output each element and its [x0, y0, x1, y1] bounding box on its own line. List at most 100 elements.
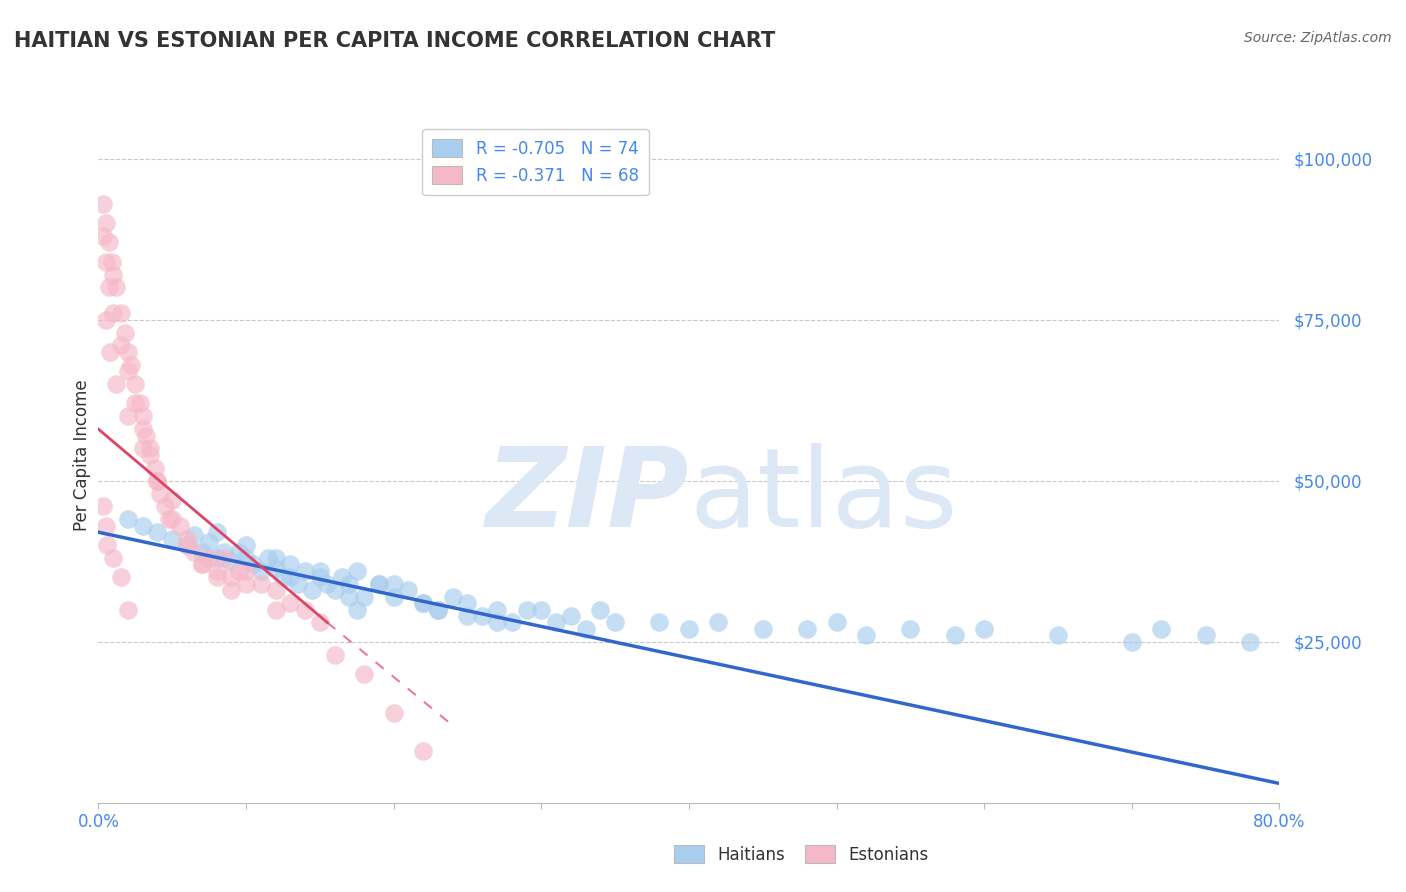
Point: [278, 596, 302, 610]
Point: [294, 564, 316, 578]
Point: [103, 551, 125, 566]
Point: [103, 306, 125, 320]
Point: [103, 268, 125, 282]
Point: [228, 544, 250, 558]
Point: [943, 628, 966, 642]
Point: [219, 554, 242, 568]
Point: [212, 544, 235, 558]
Point: [146, 474, 169, 488]
Point: [146, 525, 169, 540]
Point: [605, 615, 627, 630]
Point: [191, 558, 214, 572]
Point: [120, 358, 142, 372]
Point: [139, 442, 162, 456]
Point: [110, 306, 132, 320]
Point: [1046, 628, 1069, 642]
Point: [796, 622, 818, 636]
Point: [124, 377, 146, 392]
Point: [191, 544, 214, 558]
Point: [212, 551, 235, 566]
Point: [162, 512, 183, 526]
Point: [205, 525, 228, 540]
Point: [132, 518, 155, 533]
Point: [100, 254, 122, 268]
Point: [486, 615, 509, 630]
Point: [91, 228, 114, 243]
Point: [309, 564, 332, 578]
Point: [544, 615, 567, 630]
Point: [250, 576, 273, 591]
Text: HAITIAN VS ESTONIAN PER CAPITA INCOME CORRELATION CHART: HAITIAN VS ESTONIAN PER CAPITA INCOME CO…: [14, 31, 775, 51]
Point: [412, 596, 434, 610]
Point: [191, 558, 214, 572]
Point: [530, 602, 553, 616]
Point: [235, 576, 257, 591]
Point: [264, 602, 287, 616]
Point: [346, 602, 368, 616]
Point: [278, 570, 302, 584]
Point: [337, 576, 360, 591]
Point: [139, 448, 162, 462]
Point: [1121, 634, 1143, 648]
Point: [1195, 628, 1218, 642]
Point: [368, 576, 391, 591]
Point: [114, 326, 136, 340]
Point: [183, 544, 205, 558]
Point: [146, 474, 169, 488]
Point: [486, 602, 509, 616]
Point: [973, 622, 995, 636]
Point: [382, 706, 405, 720]
Point: [242, 558, 264, 572]
Point: [219, 583, 242, 598]
Point: [98, 344, 121, 359]
Point: [323, 583, 346, 598]
Point: [560, 609, 582, 624]
Point: [264, 560, 287, 574]
Point: [1239, 634, 1261, 648]
Point: [250, 564, 273, 578]
Point: [94, 254, 117, 268]
Point: [110, 338, 132, 352]
Point: [176, 538, 198, 552]
Point: [412, 596, 434, 610]
Text: Source: ZipAtlas.com: Source: ZipAtlas.com: [1244, 31, 1392, 45]
Point: [574, 622, 596, 636]
Point: [235, 564, 257, 578]
Legend: R = -0.705   N = 74, R = -0.371   N = 68: R = -0.705 N = 74, R = -0.371 N = 68: [422, 129, 648, 195]
Point: [257, 551, 280, 566]
Point: [235, 538, 257, 552]
Point: [309, 615, 332, 630]
Point: [143, 460, 166, 475]
Point: [128, 396, 150, 410]
Point: [427, 602, 450, 616]
Point: [132, 442, 155, 456]
Point: [117, 602, 139, 616]
Point: [1150, 622, 1173, 636]
Point: [205, 564, 228, 578]
Point: [110, 570, 132, 584]
Point: [337, 590, 360, 604]
Point: [678, 622, 700, 636]
Point: [153, 500, 176, 514]
Point: [91, 196, 114, 211]
Point: [346, 564, 368, 578]
Point: [94, 312, 117, 326]
Point: [117, 364, 139, 378]
Point: [162, 493, 183, 508]
Point: [271, 570, 294, 584]
Point: [132, 422, 155, 436]
Point: [441, 590, 464, 604]
Point: [309, 570, 332, 584]
Point: [91, 500, 114, 514]
Point: [198, 551, 221, 566]
Point: [176, 532, 198, 546]
Point: [105, 280, 128, 294]
Point: [97, 280, 120, 294]
Point: [228, 564, 250, 578]
Point: [456, 596, 478, 610]
Point: [353, 667, 375, 681]
Text: ZIP: ZIP: [485, 443, 689, 550]
Point: [183, 528, 205, 542]
Point: [176, 538, 198, 552]
Point: [105, 377, 128, 392]
